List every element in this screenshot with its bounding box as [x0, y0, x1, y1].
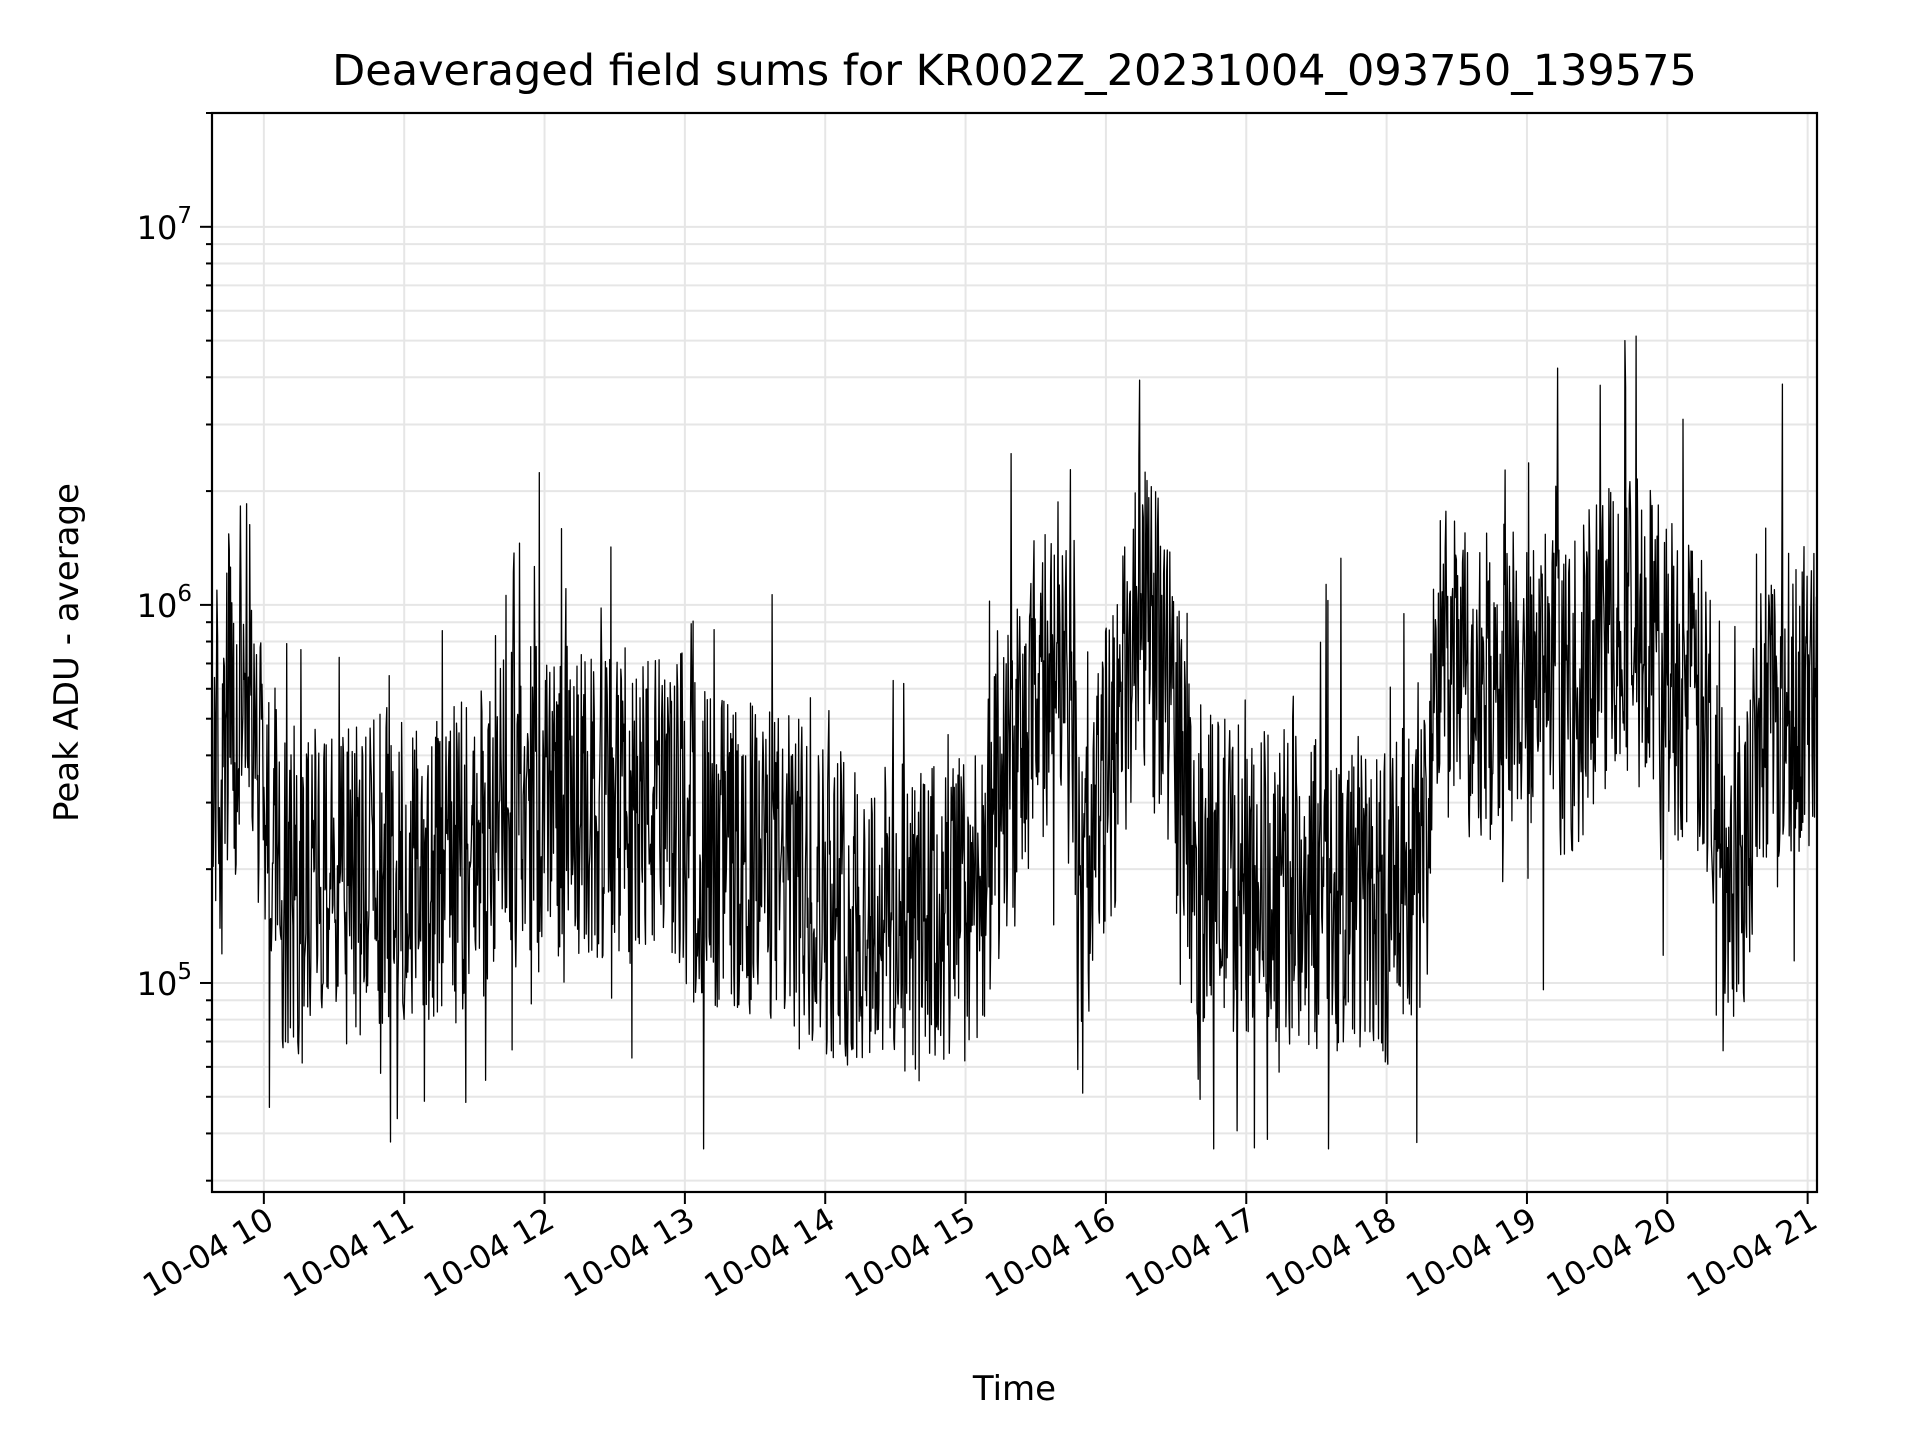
x-axis-label: Time — [972, 1369, 1056, 1409]
series-layer — [211, 335, 1818, 1150]
series-line — [211, 335, 1818, 1150]
y-tick-label: 107 — [137, 203, 192, 247]
y-axis-label: Peak ADU - average — [47, 483, 87, 822]
y-tick-label: 106 — [137, 581, 192, 625]
plot-frame — [210, 111, 1819, 1194]
y-tick-label: 105 — [137, 959, 192, 1003]
chart-title: Deaveraged field sums for KR002Z_2023100… — [332, 46, 1697, 96]
y-axis: 105 106 107 — [137, 112, 212, 1182]
